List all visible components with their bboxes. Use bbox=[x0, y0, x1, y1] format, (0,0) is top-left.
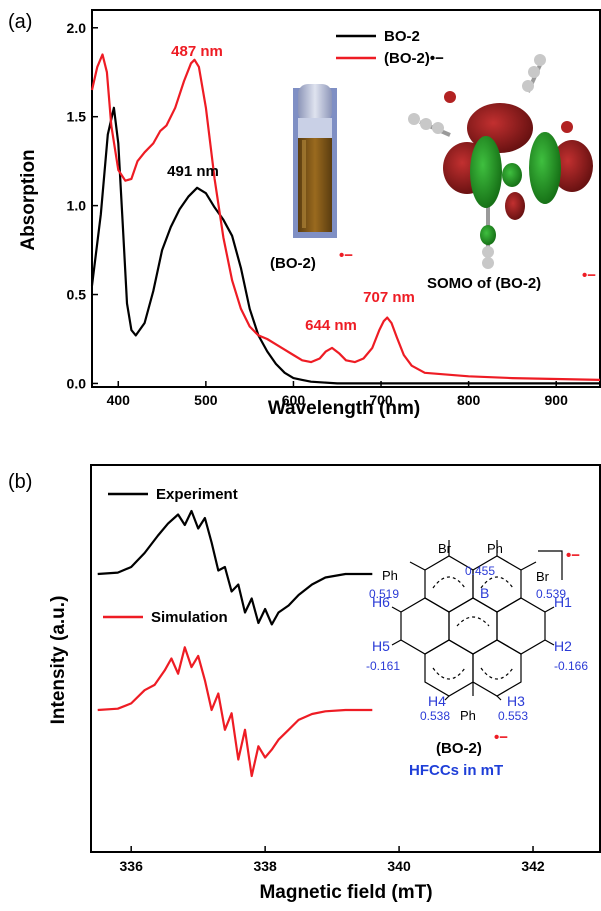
bond-br-right bbox=[520, 561, 537, 571]
bond-ph-left bbox=[409, 561, 426, 571]
bond-h4 bbox=[444, 695, 450, 701]
bond-h5 bbox=[391, 639, 402, 646]
label-h2: H2 bbox=[554, 638, 572, 654]
structure-name: (BO-2) bbox=[436, 740, 482, 757]
legend-label-experiment: Experiment bbox=[156, 486, 238, 503]
b-xtick-label: 342 bbox=[521, 858, 545, 874]
annotation-644nm: 644 nm bbox=[305, 317, 357, 334]
delocalization-dashes bbox=[432, 576, 514, 680]
vial-label: (BO-2) bbox=[270, 255, 316, 272]
hfcc-caption: HFCCs in mT bbox=[409, 762, 503, 779]
panel-a-y-ticks: 0.0 0.5 1.0 1.5 2.0 bbox=[67, 20, 98, 391]
label-h6: H6 bbox=[372, 594, 390, 610]
panel-a-frame bbox=[91, 9, 601, 388]
panel-b-y-axis-title: Intensity (a.u.) bbox=[48, 596, 69, 725]
label-br-top: Br bbox=[438, 541, 452, 556]
panel-b-series bbox=[97, 509, 373, 778]
ring-mid-left bbox=[400, 597, 450, 655]
a-ytick-label: 1.0 bbox=[67, 198, 87, 214]
somo-orbital-image bbox=[408, 54, 593, 269]
panel-a-y-axis-title: Absorption bbox=[18, 149, 39, 250]
panel-b-x-ticks: 336 338 340 342 bbox=[120, 846, 545, 874]
label-ph-left: Ph bbox=[382, 568, 398, 583]
legend-label-bo2: BO-2 bbox=[384, 28, 420, 45]
radical-bracket bbox=[538, 550, 563, 580]
series-line-experiment bbox=[97, 509, 373, 626]
b-xtick-label: 340 bbox=[387, 858, 411, 874]
panel-b-label: (b) bbox=[8, 471, 32, 493]
panel-b-frame bbox=[90, 464, 601, 853]
label-ph-bottom: Ph bbox=[460, 708, 476, 723]
structure-name-radical-mark: •− bbox=[494, 729, 508, 746]
label-h3: H3 bbox=[507, 693, 525, 709]
label-br-right: Br bbox=[536, 569, 550, 584]
hfcc-h1: 0.539 bbox=[536, 587, 566, 601]
bond-h3 bbox=[496, 695, 502, 701]
ring-bottom-right bbox=[472, 639, 522, 697]
vial-image bbox=[293, 84, 337, 238]
b-xtick-label: 336 bbox=[120, 858, 144, 874]
a-xtick-label: 500 bbox=[194, 392, 218, 408]
vial-highlight bbox=[302, 140, 306, 228]
a-xtick-label: 400 bbox=[107, 392, 131, 408]
label-boron: B bbox=[480, 585, 489, 601]
panel-b-x-axis-title: Magnetic field (mT) bbox=[259, 882, 432, 903]
series-line-simulation bbox=[97, 646, 373, 778]
ring-mid-right bbox=[496, 597, 546, 655]
vial-radical-mark: •− bbox=[339, 247, 353, 264]
ring-mid-center bbox=[448, 597, 498, 655]
bond-h1 bbox=[544, 606, 555, 613]
label-ph-top: Ph bbox=[487, 541, 503, 556]
a-ytick-label: 2.0 bbox=[67, 20, 87, 36]
vial-cap bbox=[298, 84, 332, 122]
annotation-707nm: 707 nm bbox=[363, 289, 415, 306]
hfcc-h3: 0.553 bbox=[498, 709, 528, 723]
vial-neck bbox=[298, 118, 332, 138]
panel-a-x-ticks: 400 500 600 700 800 900 bbox=[107, 381, 569, 408]
chemical-structure bbox=[391, 540, 563, 701]
structure-radical-mark: •− bbox=[566, 547, 580, 564]
panel-a-series bbox=[90, 53, 601, 385]
hfcc-boron: 0.455 bbox=[465, 564, 495, 578]
a-ytick-label: 1.5 bbox=[67, 109, 87, 125]
ring-bottom-left bbox=[424, 639, 474, 697]
panel-a-x-axis-title: Wavelength (nm) bbox=[268, 398, 420, 419]
hfcc-h4: 0.538 bbox=[420, 709, 450, 723]
a-xtick-label: 800 bbox=[457, 392, 481, 408]
hfcc-h6: 0.519 bbox=[369, 587, 399, 601]
label-h1: H1 bbox=[554, 594, 572, 610]
hfcc-h5: -0.161 bbox=[366, 659, 400, 673]
label-h4: H4 bbox=[428, 693, 446, 709]
somo-radical-mark: •− bbox=[582, 267, 596, 284]
panel-b-chart: 336 338 340 342 Magnetic field (mT) Intensi… bbox=[48, 464, 601, 903]
panel-a-chart: 0.0 0.5 1.0 1.5 2.0 400 500 600 700 800 900 Wavel… bbox=[18, 9, 601, 419]
series-line-radical bbox=[90, 53, 601, 381]
legend-label-radical: (BO-2)•− bbox=[384, 50, 444, 67]
a-xtick-label: 900 bbox=[545, 392, 569, 408]
bond-h2 bbox=[544, 639, 555, 646]
label-h5: H5 bbox=[372, 638, 390, 654]
b-xtick-label: 338 bbox=[253, 858, 277, 874]
series-line-bo2 bbox=[90, 106, 600, 385]
legend-label-simulation: Simulation bbox=[151, 609, 228, 626]
panel-a-legend: BO-2 (BO-2)•− bbox=[336, 28, 444, 67]
bond-h6 bbox=[391, 606, 402, 613]
a-ytick-label: 0.5 bbox=[67, 287, 87, 303]
a-xtick-label: 700 bbox=[369, 392, 393, 408]
panel-b-legend: Experiment Simulation bbox=[103, 486, 238, 626]
hfcc-h2: -0.166 bbox=[554, 659, 588, 673]
annotation-487nm: 487 nm bbox=[171, 43, 223, 60]
annotation-491nm: 491 nm bbox=[167, 163, 219, 180]
somo-label: SOMO of (BO-2) bbox=[427, 275, 541, 292]
a-ytick-label: 0.0 bbox=[67, 375, 87, 391]
a-xtick-label: 600 bbox=[282, 392, 306, 408]
panel-a-label: (a) bbox=[8, 11, 32, 33]
